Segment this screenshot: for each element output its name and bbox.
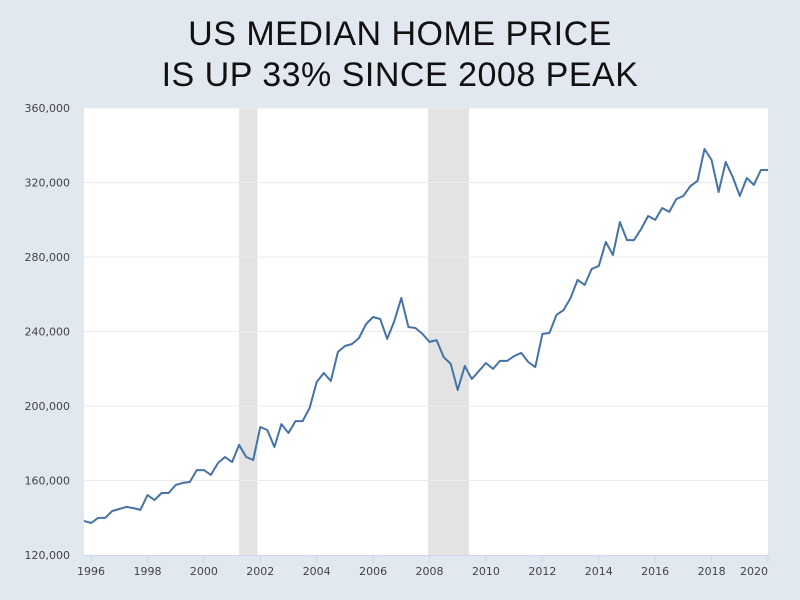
x-tick-label: 2018 [698, 565, 726, 578]
x-tick-label: 2012 [528, 565, 556, 578]
y-tick-label: 360,000 [25, 102, 71, 115]
y-tick-label: 280,000 [25, 251, 71, 264]
chart-title-line-2: IS UP 33% SINCE 2008 PEAK [161, 56, 639, 94]
y-tick-label: 240,000 [25, 326, 71, 339]
x-tick-label: 2016 [641, 565, 669, 578]
y-tick-label: 160,000 [25, 475, 71, 488]
y-axis-labels: 120,000 160,000 200,000 240,000 280,000 320,0… [25, 102, 71, 562]
series-layer [83, 148, 768, 524]
y-tick-label: 320,000 [25, 177, 71, 190]
y-tick-label: 200,000 [25, 400, 71, 413]
chart-title-line-1: US MEDIAN HOME PRICE [188, 15, 612, 53]
y-tick-label: 120,000 [25, 549, 71, 562]
x-tick-label: 2002 [246, 565, 274, 578]
x-tick-label: 2000 [190, 565, 218, 578]
x-axis: 1996 1998 2000 2002 2004 2006 2008 2010 2012 2014… [77, 555, 769, 578]
x-tick-label: 1996 [77, 565, 105, 578]
x-tick-label: 2008 [416, 565, 444, 578]
x-tick-label: 2006 [359, 565, 387, 578]
x-tick-label: 2010 [472, 565, 500, 578]
x-tick-label: 2004 [303, 565, 331, 578]
x-tick-label: 1998 [133, 565, 161, 578]
series-line [83, 148, 768, 524]
chart-title: US MEDIAN HOME PRICE IS UP 33% SINCE 200… [0, 14, 800, 96]
x-tick-label: 2014 [585, 565, 613, 578]
x-tick-label: 2020 [740, 565, 768, 578]
gridlines [84, 107, 768, 481]
